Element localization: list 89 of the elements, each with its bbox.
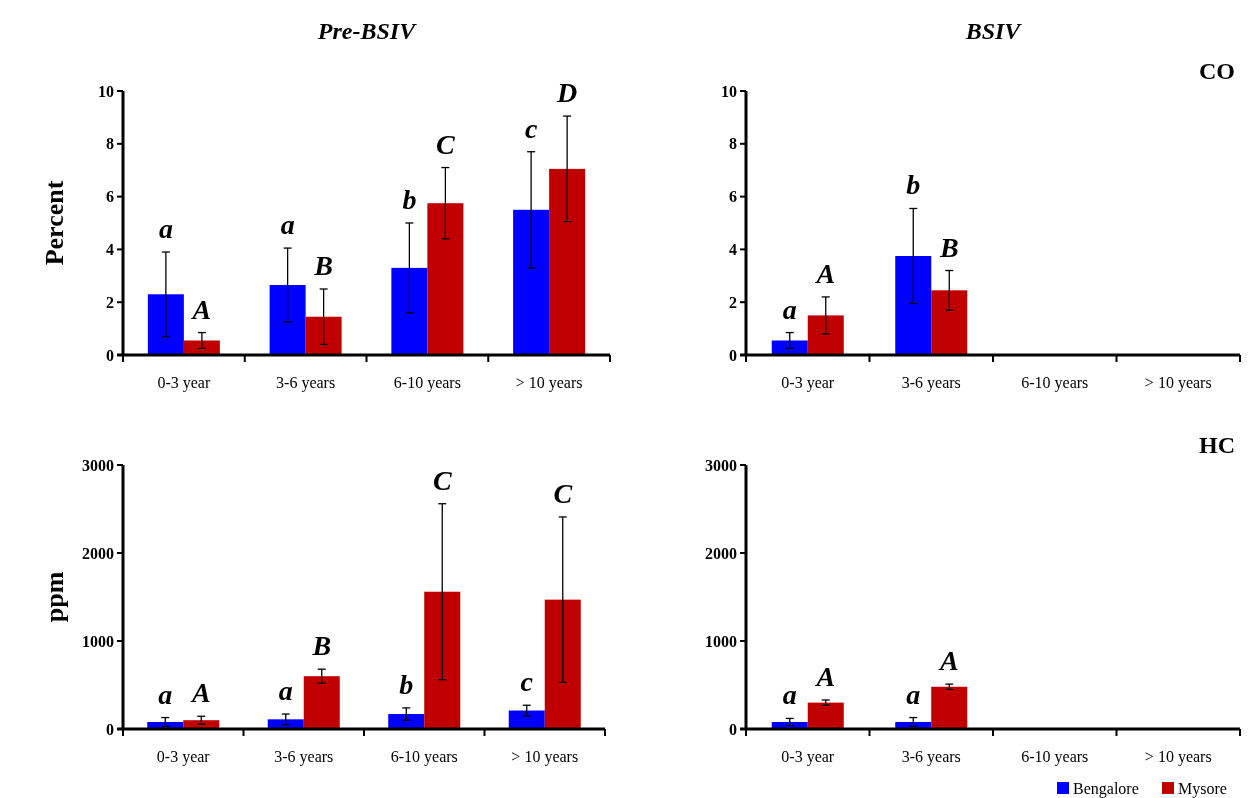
y-tick-label: 1000	[82, 632, 114, 650]
annotation: C	[432, 464, 452, 496]
annotation: C	[436, 128, 456, 160]
y-tick-label: 10	[721, 82, 737, 100]
annotation: B	[313, 250, 333, 281]
annotation: A	[190, 293, 212, 325]
x-tick-label: > 10 years	[511, 748, 579, 766]
y-tick-label: 0	[106, 346, 114, 364]
y-tick-label: 0	[729, 720, 737, 738]
x-tick-label: 0-3 year	[781, 748, 835, 766]
annotation: a	[782, 293, 797, 325]
bar	[305, 316, 342, 355]
annotation: a	[280, 209, 295, 241]
y-tick-label: 2	[729, 293, 737, 311]
bar	[303, 676, 340, 729]
bar	[807, 702, 844, 729]
annotation: b	[906, 169, 921, 201]
y-tick-label: 6	[106, 188, 114, 206]
y-axis-title: Percent	[40, 180, 69, 266]
annotation: C	[553, 477, 573, 509]
bar	[267, 719, 304, 729]
bar	[549, 168, 586, 355]
x-tick-label: 3-6 years	[901, 748, 961, 766]
chart-subtitle: HC	[1199, 432, 1235, 458]
y-tick-label: 8	[729, 135, 737, 153]
x-tick-label: 6-10 years	[1021, 748, 1089, 766]
bar	[269, 285, 306, 355]
x-tick-label: > 10 years	[1144, 748, 1212, 766]
annotation: c	[520, 666, 534, 698]
annotation: B	[311, 630, 332, 662]
y-tick-label: 8	[106, 135, 114, 153]
y-tick-label: 10	[98, 82, 114, 100]
bar	[771, 340, 808, 355]
x-tick-label: 0-3 year	[157, 374, 211, 392]
bar	[147, 294, 184, 355]
y-axis-title: ppm	[40, 571, 69, 623]
x-tick-label: 3-6 years	[274, 748, 334, 766]
y-tick-label: 1000	[705, 632, 737, 650]
annotation: D	[556, 77, 578, 109]
annotation: a	[158, 678, 173, 710]
x-tick-label: > 10 years	[515, 374, 583, 392]
x-tick-label: 0-3 year	[781, 374, 835, 392]
annotation: A	[814, 660, 836, 692]
annotation: A	[814, 257, 836, 289]
y-tick-label: 2000	[705, 544, 737, 562]
bar	[807, 315, 844, 355]
bar	[183, 720, 220, 729]
x-tick-label: 3-6 years	[276, 374, 336, 392]
bar	[427, 203, 464, 355]
annotation: b	[399, 668, 414, 700]
y-tick-label: 3000	[82, 456, 114, 474]
x-tick-label: 3-6 years	[901, 374, 961, 392]
x-tick-label: 6-10 years	[390, 748, 458, 766]
x-tick-label: 0-3 year	[156, 748, 211, 766]
annotation: c	[524, 112, 538, 144]
x-tick-label: 6-10 years	[393, 374, 461, 392]
y-tick-label: 0	[729, 346, 737, 364]
bar	[931, 686, 968, 729]
bar	[424, 591, 461, 729]
legend-label: Mysore	[1178, 780, 1227, 798]
annotation: a	[158, 213, 173, 245]
bar	[513, 209, 550, 355]
bar	[508, 710, 545, 729]
annotation: a	[278, 675, 293, 707]
chart-title: Pre-BSIV	[316, 18, 418, 44]
bar	[391, 267, 428, 355]
bar	[895, 256, 932, 355]
annotation: a	[782, 679, 797, 711]
chart-subtitle: CO	[1199, 58, 1235, 84]
chart-title: BSIV	[964, 18, 1023, 44]
y-tick-label: 2000	[82, 544, 114, 562]
bar	[183, 340, 220, 355]
y-tick-label: 4	[729, 241, 737, 258]
annotation: A	[937, 645, 959, 677]
legend-label: Bengalore	[1073, 780, 1139, 798]
y-tick-label: 3000	[705, 456, 737, 474]
annotation: a	[906, 678, 921, 710]
bar	[931, 290, 968, 355]
y-tick-label: 4	[106, 241, 114, 258]
annotation: A	[189, 677, 211, 709]
bar	[544, 599, 581, 729]
y-tick-label: 2	[106, 293, 114, 311]
x-tick-label: 6-10 years	[1021, 374, 1089, 392]
y-tick-label: 6	[729, 188, 737, 206]
bar	[388, 714, 425, 729]
annotation: B	[938, 231, 959, 263]
y-tick-label: 0	[106, 720, 114, 738]
x-tick-label: > 10 years	[1144, 374, 1212, 392]
annotation: b	[402, 184, 417, 215]
